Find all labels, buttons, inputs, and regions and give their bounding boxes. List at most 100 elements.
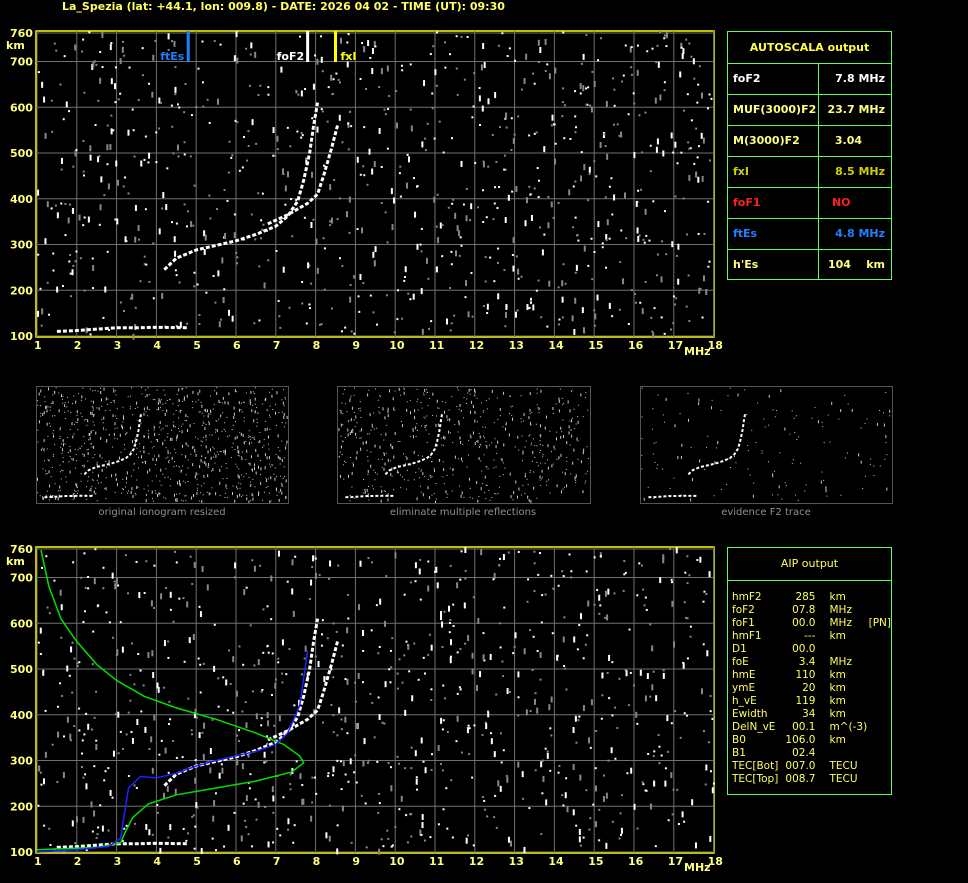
noise-dot <box>362 282 365 285</box>
thumb-dot <box>480 444 482 446</box>
thumb-dot <box>206 409 208 413</box>
noise-dot <box>533 187 536 190</box>
thumb-dot <box>59 489 61 491</box>
thumb-dot <box>414 416 416 420</box>
noise-dot <box>680 151 683 154</box>
noise-dot <box>572 226 575 229</box>
thumb-dot <box>281 440 283 442</box>
noise-dot <box>687 141 690 144</box>
thumb-dot <box>373 412 375 414</box>
noise-dot <box>468 753 471 756</box>
noise-dot <box>92 287 95 290</box>
noise-dot <box>591 70 594 73</box>
thumb-dot <box>267 409 269 411</box>
noise-dot <box>495 693 498 696</box>
noise-dot <box>329 560 332 567</box>
noise-dot <box>416 185 419 188</box>
noise-dot <box>672 322 675 325</box>
noise-dot <box>497 247 500 250</box>
thumb-dot <box>249 401 251 405</box>
noise-dot <box>168 700 171 703</box>
thumb-dot <box>562 435 564 439</box>
noise-dot <box>693 77 696 80</box>
noise-dot <box>632 684 635 687</box>
noise-dot <box>536 167 539 170</box>
noise-dot <box>419 598 422 601</box>
thumb-dot <box>353 411 355 413</box>
thumb-dot <box>354 387 356 389</box>
thumb-dot <box>210 448 212 452</box>
noise-dot <box>598 808 601 811</box>
thumb-dot <box>728 458 730 460</box>
thumb-dot <box>248 463 250 465</box>
noise-dot <box>75 148 78 151</box>
thumb-dot <box>80 412 82 414</box>
noise-dot <box>639 301 642 304</box>
noise-dot <box>373 736 376 739</box>
noise-dot <box>139 280 142 283</box>
thumb-dot <box>180 469 182 473</box>
noise-dot <box>361 227 364 234</box>
noise-dot <box>415 788 418 791</box>
noise-dot <box>134 204 137 211</box>
noise-dot <box>284 185 287 192</box>
thumb-dot <box>185 387 187 389</box>
thumb-dot <box>248 441 250 445</box>
thumb-dot <box>152 457 154 461</box>
noise-dot <box>236 759 239 766</box>
noise-dot <box>272 127 275 134</box>
noise-dot <box>83 733 86 736</box>
thumb-dot <box>463 397 465 399</box>
thumb-dot <box>143 434 145 438</box>
noise-dot <box>339 37 342 44</box>
thumb-dot <box>359 401 361 403</box>
noise-dot <box>528 306 531 309</box>
noise-dot <box>301 784 304 787</box>
noise-dot <box>143 592 146 595</box>
noise-dot <box>549 727 552 730</box>
thumb-dot <box>280 475 282 477</box>
noise-dot <box>426 122 429 125</box>
thumb-dot <box>484 492 486 494</box>
thumb-dot <box>426 388 428 390</box>
noise-dot <box>543 233 546 236</box>
thumb-dot <box>530 499 532 503</box>
thumb-dot <box>776 410 778 412</box>
thumb-dot <box>474 390 476 392</box>
noise-dot <box>532 72 535 75</box>
y-tick-label: 200 <box>10 800 33 813</box>
noise-dot <box>575 264 578 271</box>
thumb-dot <box>491 496 493 498</box>
noise-dot <box>398 762 401 765</box>
thumb-dot <box>106 466 108 468</box>
thumb-dot <box>153 429 155 431</box>
noise-dot <box>443 610 446 613</box>
noise-dot <box>682 48 685 55</box>
thumb-dot <box>224 496 226 498</box>
thumb-dot <box>237 488 239 490</box>
thumb-dot <box>387 410 389 414</box>
noise-dot <box>557 286 560 289</box>
thumb-dot <box>243 476 245 478</box>
thumb-dot <box>171 456 173 460</box>
thumb-dot <box>534 445 536 447</box>
thumb-dot <box>401 476 403 478</box>
trace-x <box>267 125 339 226</box>
thumb-dot <box>457 431 459 433</box>
thumb-dot <box>278 412 280 414</box>
noise-dot <box>330 217 333 224</box>
thumb-dot <box>504 427 506 431</box>
thumb-dot <box>393 407 395 411</box>
thumb-dot <box>254 463 256 467</box>
noise-dot <box>171 125 174 128</box>
aip-cell: DelN_vE <box>732 721 776 733</box>
noise-dot <box>291 588 294 595</box>
thumb-dot <box>377 399 379 401</box>
thumb-dot <box>370 451 372 453</box>
thumb-dot <box>536 392 538 394</box>
noise-dot <box>362 165 365 168</box>
thumb-dot <box>417 429 419 431</box>
noise-dot <box>281 168 284 175</box>
noise-dot <box>79 257 82 260</box>
noise-dot <box>93 765 96 768</box>
